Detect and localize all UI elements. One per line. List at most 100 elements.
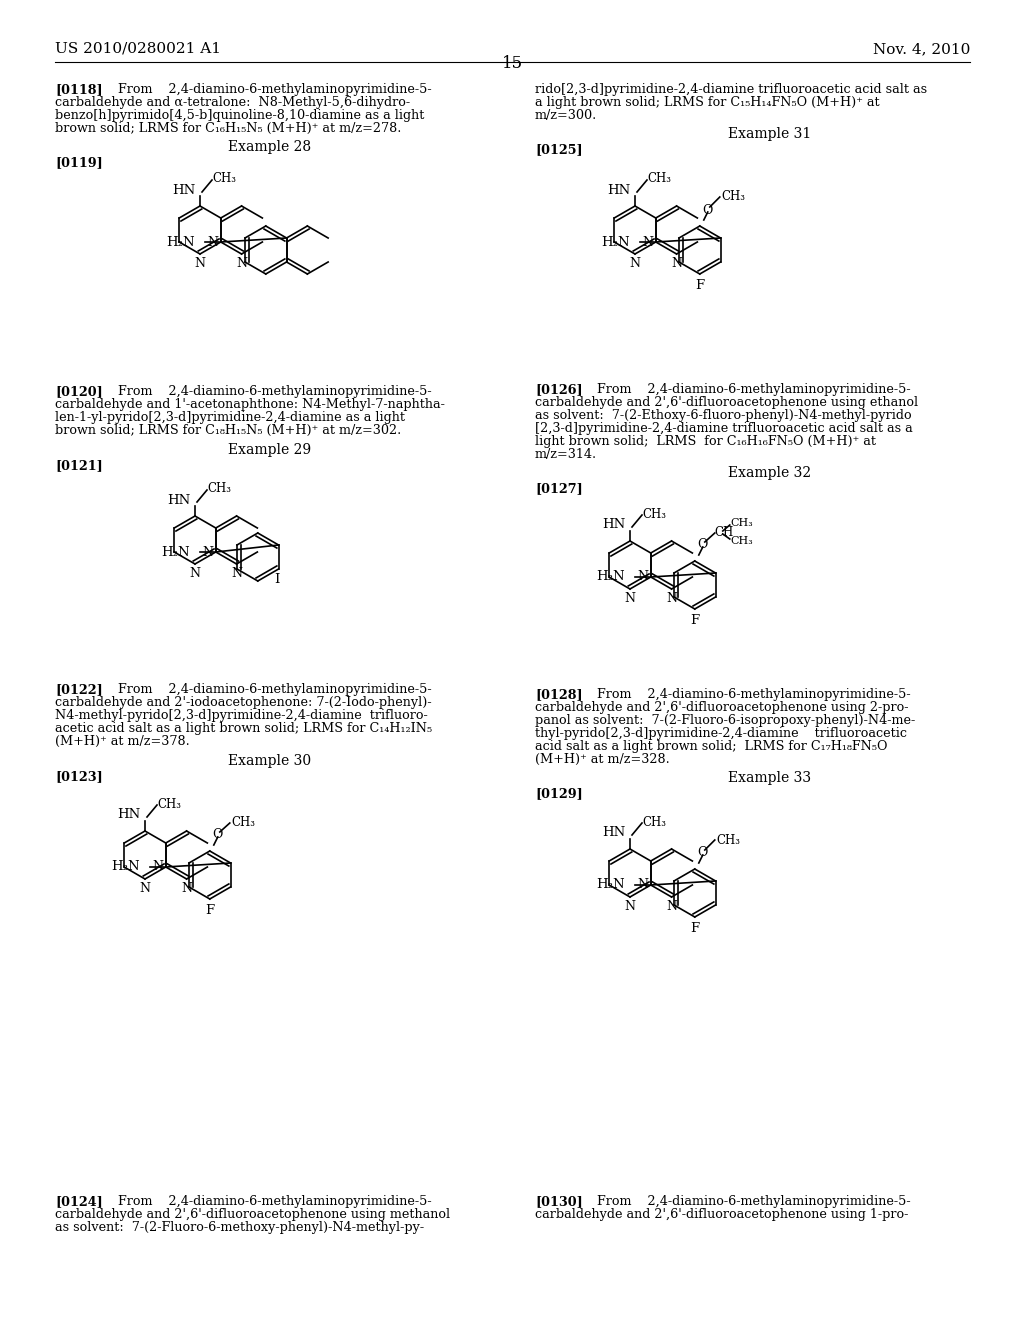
Text: carbaldehyde and 2'-iodoacetophenone: 7-(2-Iodo-phenyl)-: carbaldehyde and 2'-iodoacetophenone: 7-… xyxy=(55,696,432,709)
Text: From    2,4-diamino-6-methylaminopyrimidine-5-: From 2,4-diamino-6-methylaminopyrimidine… xyxy=(597,688,910,701)
Text: HN: HN xyxy=(167,494,190,507)
Text: From    2,4-diamino-6-methylaminopyrimidine-5-: From 2,4-diamino-6-methylaminopyrimidine… xyxy=(118,682,432,696)
Text: Example 29: Example 29 xyxy=(228,444,311,457)
Text: [0125]: [0125] xyxy=(535,143,583,156)
Text: (M+H)⁺ at m/z=378.: (M+H)⁺ at m/z=378. xyxy=(55,735,189,748)
Text: CH₃: CH₃ xyxy=(231,817,256,829)
Text: N: N xyxy=(671,257,682,271)
Text: US 2010/0280021 A1: US 2010/0280021 A1 xyxy=(55,42,221,55)
Text: Nov. 4, 2010: Nov. 4, 2010 xyxy=(872,42,970,55)
Text: Example 33: Example 33 xyxy=(728,771,812,785)
Text: O: O xyxy=(697,539,708,552)
Text: light brown solid;  LRMS  for C₁₆H₁₆FN₅O (M+H)⁺ at: light brown solid; LRMS for C₁₆H₁₆FN₅O (… xyxy=(535,436,876,447)
Text: [0118]: [0118] xyxy=(55,83,102,96)
Text: N: N xyxy=(625,591,636,605)
Text: brown solid; LRMS for C₁₆H₁₅N₅ (M+H)⁺ at m/z=278.: brown solid; LRMS for C₁₆H₁₅N₅ (M+H)⁺ at… xyxy=(55,121,401,135)
Text: [0129]: [0129] xyxy=(535,787,583,800)
Text: [0126]: [0126] xyxy=(535,383,583,396)
Text: [0121]: [0121] xyxy=(55,459,102,473)
Text: carbaldehyde and 2',6'-difluoroacetophenone using ethanol: carbaldehyde and 2',6'-difluoroacetophen… xyxy=(535,396,919,409)
Text: [0120]: [0120] xyxy=(55,385,102,399)
Text: H₂N: H₂N xyxy=(112,861,140,874)
Text: panol as solvent:  7-(2-Fluoro-6-isopropoxy-phenyl)-N4-me-: panol as solvent: 7-(2-Fluoro-6-isopropo… xyxy=(535,714,915,727)
Text: CH₃: CH₃ xyxy=(647,173,671,186)
Text: N4-methyl-pyrido[2,3-d]pyrimidine-2,4-diamine  trifluoro-: N4-methyl-pyrido[2,3-d]pyrimidine-2,4-di… xyxy=(55,709,428,722)
Text: CH₃: CH₃ xyxy=(157,797,181,810)
Text: HN: HN xyxy=(117,808,140,821)
Text: F: F xyxy=(205,904,214,917)
Text: N: N xyxy=(237,257,247,271)
Text: F: F xyxy=(690,921,699,935)
Text: From    2,4-diamino-6-methylaminopyrimidine-5-: From 2,4-diamino-6-methylaminopyrimidine… xyxy=(118,385,432,399)
Text: N: N xyxy=(195,257,206,271)
Text: HN: HN xyxy=(602,519,625,532)
Text: CH: CH xyxy=(715,527,734,540)
Text: CH₃: CH₃ xyxy=(717,833,740,846)
Text: From    2,4-diamino-6-methylaminopyrimidine-5-: From 2,4-diamino-6-methylaminopyrimidine… xyxy=(118,1195,432,1208)
Text: N: N xyxy=(189,568,201,579)
Text: F: F xyxy=(695,279,705,292)
Text: N: N xyxy=(643,235,653,248)
Text: m/z=300.: m/z=300. xyxy=(535,110,597,121)
Text: H₂N: H₂N xyxy=(601,235,630,248)
Text: N: N xyxy=(139,882,151,895)
Text: From    2,4-diamino-6-methylaminopyrimidine-5-: From 2,4-diamino-6-methylaminopyrimidine… xyxy=(597,1195,910,1208)
Text: From    2,4-diamino-6-methylaminopyrimidine-5-: From 2,4-diamino-6-methylaminopyrimidine… xyxy=(118,83,432,96)
Text: N: N xyxy=(666,900,677,913)
Text: [0128]: [0128] xyxy=(535,688,583,701)
Text: as solvent:  7-(2-Ethoxy-6-fluoro-phenyl)-N4-methyl-pyrido: as solvent: 7-(2-Ethoxy-6-fluoro-phenyl)… xyxy=(535,409,911,422)
Text: (M+H)⁺ at m/z=328.: (M+H)⁺ at m/z=328. xyxy=(535,752,670,766)
Text: CH₃: CH₃ xyxy=(212,173,236,186)
Text: [0122]: [0122] xyxy=(55,682,102,696)
Text: [0130]: [0130] xyxy=(535,1195,583,1208)
Text: brown solid; LRMS for C₁₈H₁₅N₅ (M+H)⁺ at m/z=302.: brown solid; LRMS for C₁₈H₁₅N₅ (M+H)⁺ at… xyxy=(55,424,401,437)
Text: Example 30: Example 30 xyxy=(228,754,311,768)
Text: N: N xyxy=(638,879,649,891)
Text: N: N xyxy=(231,568,242,579)
Text: H₂N: H₂N xyxy=(596,879,625,891)
Text: Example 31: Example 31 xyxy=(728,127,812,141)
Text: [0124]: [0124] xyxy=(55,1195,102,1208)
Text: CH₃: CH₃ xyxy=(642,507,666,520)
Text: N: N xyxy=(181,882,193,895)
Text: O: O xyxy=(213,829,223,842)
Text: carbaldehyde and 2',6'-difluoroacetophenone using 2-pro-: carbaldehyde and 2',6'-difluoroacetophen… xyxy=(535,701,908,714)
Text: N: N xyxy=(638,570,649,583)
Text: CH₃: CH₃ xyxy=(722,190,745,203)
Text: HN: HN xyxy=(602,826,625,840)
Text: N: N xyxy=(203,545,214,558)
Text: N: N xyxy=(666,591,677,605)
Text: N: N xyxy=(153,861,164,874)
Text: m/z=314.: m/z=314. xyxy=(535,447,597,461)
Text: Example 28: Example 28 xyxy=(228,140,311,154)
Text: benzo[h]pyrimido[4,5-b]quinoline-8,10-diamine as a light: benzo[h]pyrimido[4,5-b]quinoline-8,10-di… xyxy=(55,110,424,121)
Text: carbaldehyde and 2',6'-difluoroacetophenone using 1-pro-: carbaldehyde and 2',6'-difluoroacetophen… xyxy=(535,1208,908,1221)
Text: N: N xyxy=(630,257,640,271)
Text: 15: 15 xyxy=(502,55,522,73)
Text: len-1-yl-pyrido[2,3-d]pyrimidine-2,4-diamine as a light: len-1-yl-pyrido[2,3-d]pyrimidine-2,4-dia… xyxy=(55,411,406,424)
Text: N: N xyxy=(625,900,636,913)
Text: F: F xyxy=(690,614,699,627)
Text: rido[2,3-d]pyrimidine-2,4-diamine trifluoroacetic acid salt as: rido[2,3-d]pyrimidine-2,4-diamine triflu… xyxy=(535,83,927,96)
Text: a light brown solid; LRMS for C₁₅H₁₄FN₅O (M+H)⁺ at: a light brown solid; LRMS for C₁₅H₁₄FN₅O… xyxy=(535,96,880,110)
Text: carbaldehyde and 1'-acetonaphthone: N4-Methyl-7-naphtha-: carbaldehyde and 1'-acetonaphthone: N4-M… xyxy=(55,399,444,411)
Text: O: O xyxy=(697,846,708,859)
Text: [0127]: [0127] xyxy=(535,482,583,495)
Text: HN: HN xyxy=(607,183,630,197)
Text: [2,3-d]pyrimidine-2,4-diamine trifluoroacetic acid salt as a: [2,3-d]pyrimidine-2,4-diamine trifluoroa… xyxy=(535,422,912,436)
Text: acetic acid salt as a light brown solid; LRMS for C₁₄H₁₂IN₅: acetic acid salt as a light brown solid;… xyxy=(55,722,432,735)
Text: CH₃: CH₃ xyxy=(642,816,666,829)
Text: O: O xyxy=(702,203,713,216)
Text: acid salt as a light brown solid;  LRMS for C₁₇H₁₈FN₅O: acid salt as a light brown solid; LRMS f… xyxy=(535,741,888,752)
Text: [0123]: [0123] xyxy=(55,770,102,783)
Text: CH₃: CH₃ xyxy=(207,483,231,495)
Text: I: I xyxy=(273,573,280,586)
Text: H₂N: H₂N xyxy=(596,570,625,583)
Text: H₂N: H₂N xyxy=(161,545,189,558)
Text: carbaldehyde and 2',6'-difluoroacetophenone using methanol: carbaldehyde and 2',6'-difluoroacetophen… xyxy=(55,1208,451,1221)
Text: [0119]: [0119] xyxy=(55,156,102,169)
Text: CH₃: CH₃ xyxy=(731,517,754,528)
Text: H₂N: H₂N xyxy=(166,235,195,248)
Text: carbaldehyde and α-tetralone:  N8-Methyl-5,6-dihydro-: carbaldehyde and α-tetralone: N8-Methyl-… xyxy=(55,96,411,110)
Text: Example 32: Example 32 xyxy=(728,466,812,480)
